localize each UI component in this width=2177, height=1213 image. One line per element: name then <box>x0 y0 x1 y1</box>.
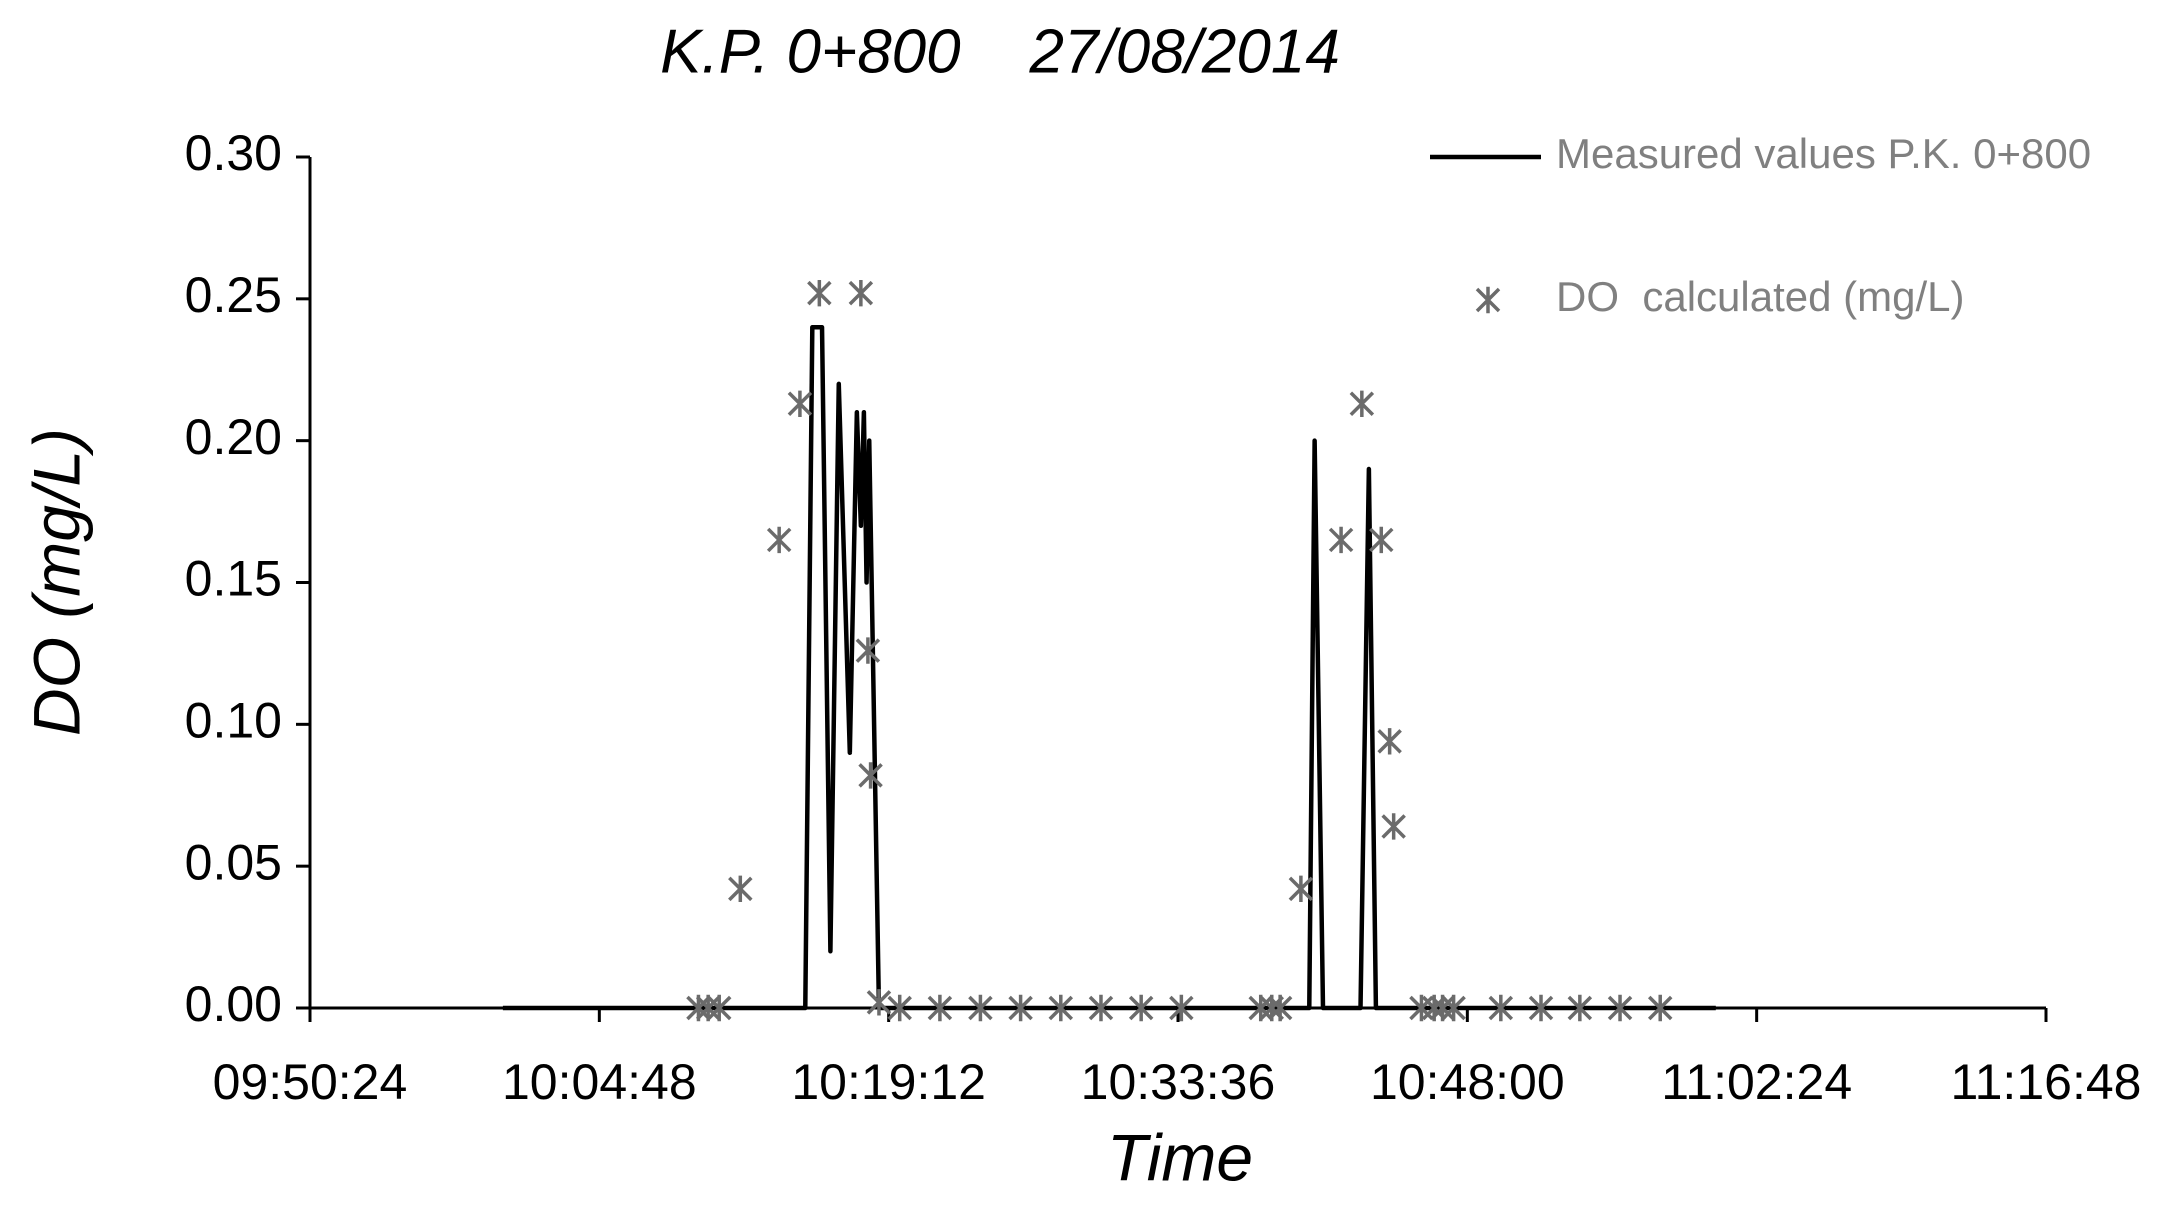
x-tick-label: 11:02:24 <box>1661 1054 1852 1110</box>
data-point <box>1128 994 1154 1022</box>
legend-label: DO calculated (mg/L) <box>1556 273 1964 320</box>
y-tick-label: 0.25 <box>185 267 282 323</box>
chart-title: K.P. 0+800 27/08/2014 <box>660 17 1340 86</box>
x-tick-label: 10:48:00 <box>1370 1054 1565 1110</box>
y-axis-title: DO (mg/L) <box>19 428 93 736</box>
data-point <box>1088 994 1114 1022</box>
data-point <box>866 989 892 1016</box>
x-tick-label: 10:33:36 <box>1081 1054 1276 1110</box>
data-point <box>1288 875 1314 903</box>
x-tick-label: 09:50:24 <box>213 1054 408 1110</box>
data-point <box>1607 994 1633 1022</box>
data-point <box>858 762 883 789</box>
y-tick-label: 0.30 <box>185 125 282 181</box>
data-point <box>1441 994 1466 1022</box>
data-point <box>1267 994 1293 1022</box>
x-tick-label: 11:16:48 <box>1951 1054 2142 1110</box>
x-tick-label: 10:04:48 <box>502 1054 697 1110</box>
data-point <box>706 994 732 1022</box>
data-point <box>787 390 813 417</box>
x-axis-title: Time <box>1107 1120 1253 1194</box>
data-point <box>1008 994 1033 1022</box>
data-line <box>502 324 1716 1011</box>
data-point <box>1369 526 1394 554</box>
y-tick-label: 0.00 <box>185 976 282 1032</box>
legend-label: Measured values P.K. 0+800 <box>1556 130 2091 177</box>
data-point <box>1488 994 1514 1022</box>
data-point <box>887 994 912 1022</box>
data-point <box>807 279 832 307</box>
data-point <box>1349 390 1375 417</box>
data-point <box>766 526 792 554</box>
data-point <box>728 875 753 903</box>
data-point <box>1381 813 1406 840</box>
legend-swatch <box>1475 286 1501 314</box>
y-tick-label: 0.20 <box>185 409 282 465</box>
data-point <box>1169 994 1194 1022</box>
data-point <box>848 279 874 307</box>
y-tick-label: 0.05 <box>185 834 282 890</box>
data-point <box>1528 994 1554 1022</box>
data-point <box>927 994 953 1022</box>
x-tick-label: 10:19:12 <box>791 1054 986 1110</box>
data-point <box>1048 994 1074 1022</box>
data-point <box>1567 994 1593 1022</box>
y-tick-label: 0.10 <box>185 693 282 749</box>
data-point <box>1328 526 1354 554</box>
y-tick-label: 0.15 <box>185 551 282 607</box>
data-point <box>968 994 993 1022</box>
data-point <box>1377 728 1402 755</box>
data-point <box>1647 994 1673 1022</box>
data-point <box>855 637 881 664</box>
